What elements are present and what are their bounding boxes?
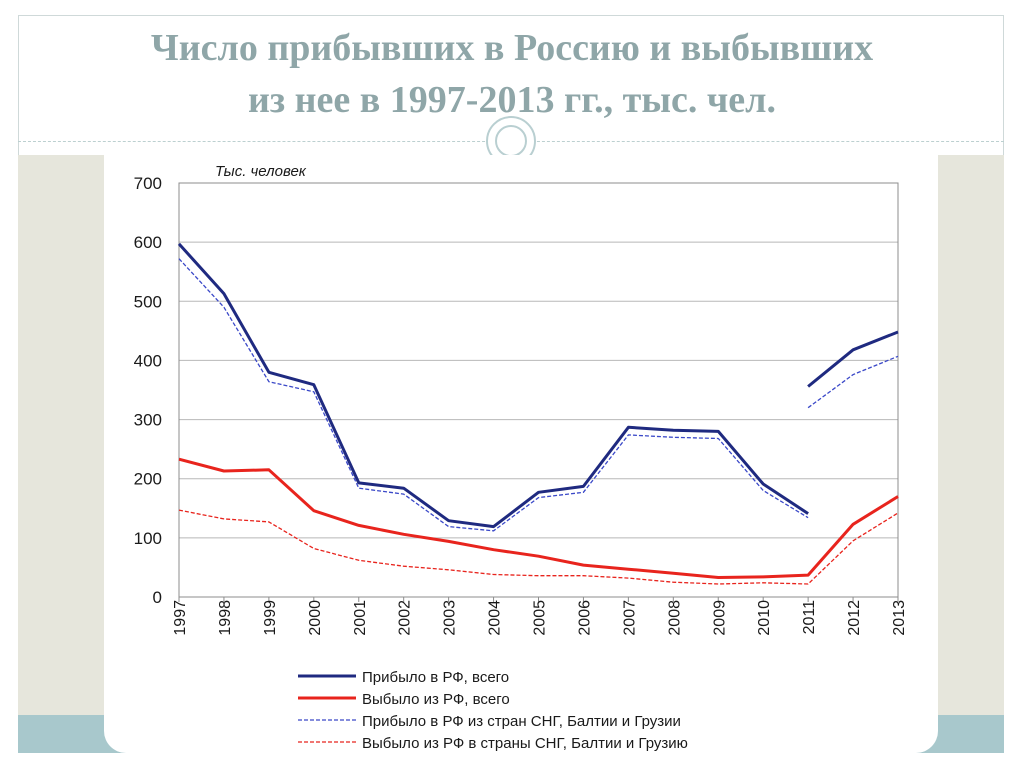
decor-band-right bbox=[938, 155, 1004, 715]
y-tick-label-300: 300 bbox=[134, 411, 162, 430]
slide-title: Число прибывших в Россию и выбывших из н… bbox=[40, 22, 984, 126]
legend-label-2: Прибыло в РФ из стран СНГ, Балтии и Груз… bbox=[362, 713, 681, 730]
x-tick-label-2001: 2001 bbox=[352, 600, 369, 636]
x-tick-label-2012: 2012 bbox=[846, 600, 863, 636]
x-tick-label-2004: 2004 bbox=[487, 600, 504, 636]
x-tick-label-2002: 2002 bbox=[397, 600, 414, 636]
x-tick-label-2009: 2009 bbox=[711, 600, 728, 636]
divider-ring-inner bbox=[495, 125, 527, 157]
x-tick-label-2013: 2013 bbox=[891, 600, 908, 636]
series-line-3 bbox=[178, 258, 809, 532]
y-tick-label-0: 0 bbox=[153, 588, 162, 607]
y-axis-title: Тыс. человек bbox=[215, 163, 307, 180]
x-tick-label-1998: 1998 bbox=[217, 600, 234, 636]
legend-label-1: Выбыло из РФ, всего bbox=[362, 691, 510, 708]
x-tick-label-2005: 2005 bbox=[532, 600, 549, 636]
x-tick-label-2010: 2010 bbox=[756, 600, 773, 636]
plot-area-border bbox=[178, 182, 899, 598]
legend-label-0: Прибыло в РФ, всего bbox=[362, 669, 509, 686]
y-tick-label-100: 100 bbox=[134, 529, 162, 548]
series-line-5 bbox=[178, 509, 899, 585]
chart-panel bbox=[104, 155, 938, 753]
y-tick-label-600: 600 bbox=[134, 233, 162, 252]
y-tick-label-200: 200 bbox=[134, 470, 162, 489]
x-tick-label-2000: 2000 bbox=[307, 600, 324, 636]
x-tick-label-2003: 2003 bbox=[442, 600, 459, 636]
series-line-2 bbox=[178, 457, 899, 579]
series-line-0 bbox=[177, 242, 809, 529]
series-line-1 bbox=[807, 330, 899, 388]
x-tick-label-1999: 1999 bbox=[262, 600, 279, 636]
y-tick-label-700: 700 bbox=[134, 174, 162, 193]
x-tick-label-2011: 2011 bbox=[801, 600, 818, 635]
slide-title-line1: Число прибывших в Россию и выбывших bbox=[150, 27, 874, 69]
x-tick-label-2007: 2007 bbox=[621, 600, 638, 636]
decor-band-left bbox=[18, 155, 104, 715]
y-tick-label-500: 500 bbox=[134, 292, 162, 311]
y-tick-label-400: 400 bbox=[134, 351, 162, 370]
x-tick-label-2008: 2008 bbox=[666, 600, 683, 636]
x-tick-label-2006: 2006 bbox=[576, 600, 593, 636]
slide-title-line2: из нее в 1997-2013 гг., тыс. чел. bbox=[247, 79, 776, 121]
legend-label-3: Выбыло из РФ в страны СНГ, Балтии и Груз… bbox=[362, 735, 688, 752]
x-tick-label-1997: 1997 bbox=[172, 600, 189, 636]
series-line-4 bbox=[807, 355, 899, 409]
